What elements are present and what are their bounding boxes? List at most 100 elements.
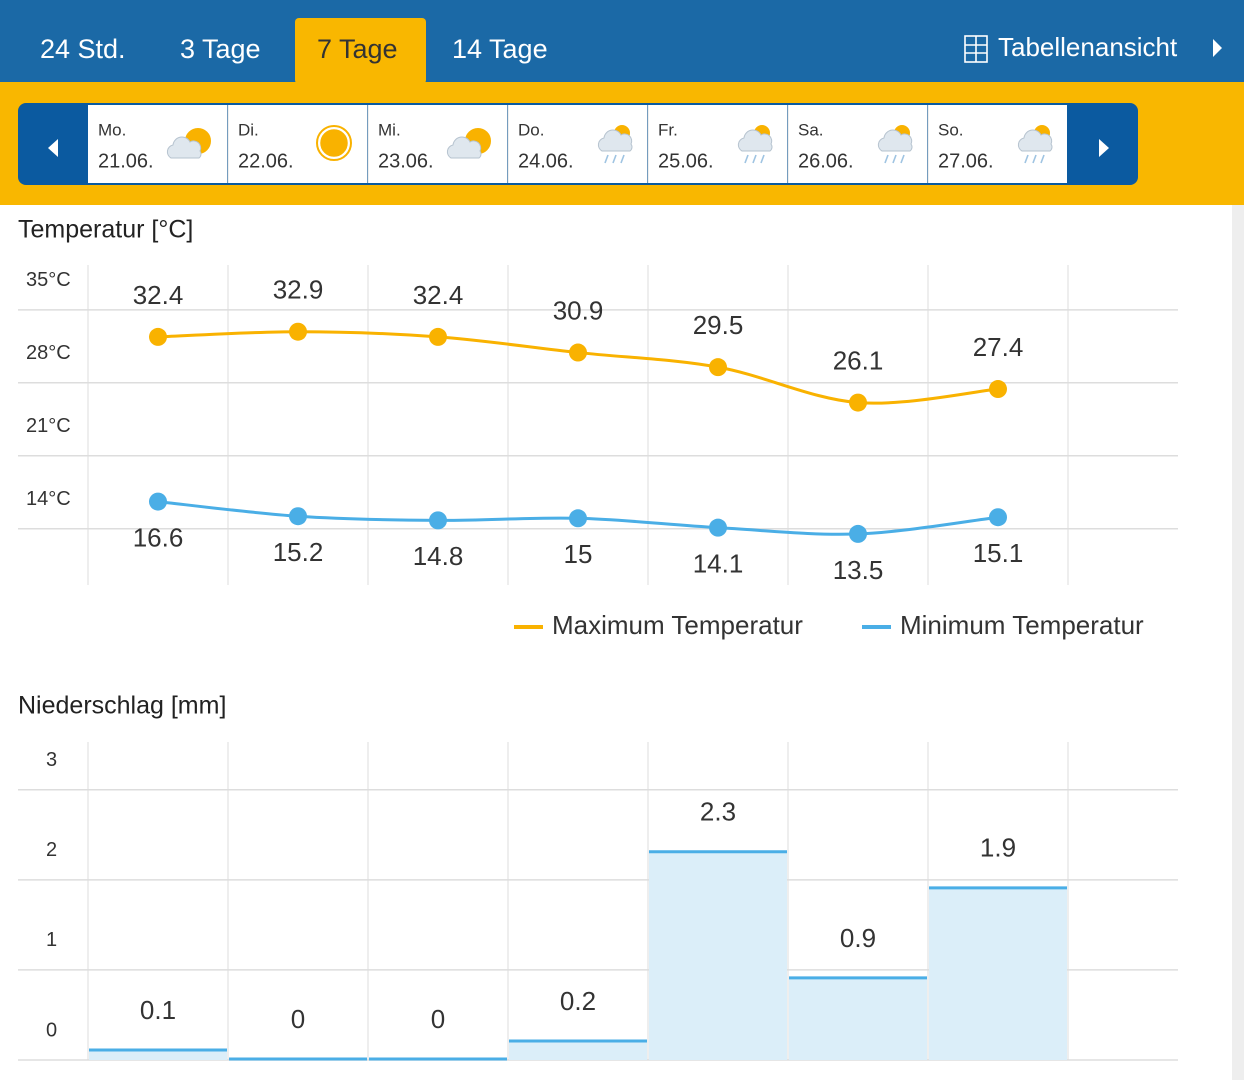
cloud [446,136,482,159]
table-view-link[interactable]: Tabellenansicht [998,32,1178,62]
weather-icon [446,126,493,159]
data-label: 0.9 [840,923,876,953]
point [849,393,867,412]
sun-ring [316,125,352,161]
cloud [1017,129,1053,152]
weather-icon [737,123,773,164]
date: 27.06. [938,150,994,172]
rain-drop [604,154,609,164]
data-label: 13.5 [833,555,884,585]
cloud [737,129,773,152]
table-view-icon [964,35,988,63]
point [429,327,447,346]
next-button[interactable] [1099,139,1109,157]
data-label: 32.9 [273,275,324,305]
data-label: 15.2 [273,537,324,567]
weekday: Di. [238,120,259,139]
weather-icon [316,125,352,161]
data-label: 1.9 [980,833,1016,863]
data-label: 14.1 [693,549,744,579]
chart-title: Temperatur [°C] [18,216,193,244]
rain-drop [744,154,749,164]
cloud [597,129,633,152]
data-label: 15 [564,539,593,569]
data-label: 26.1 [833,345,884,375]
bar [509,1041,647,1060]
sun [317,126,351,160]
bar [89,1050,227,1060]
data-label: 30.9 [553,295,604,325]
y-tick-label: 1 [46,929,57,951]
date: 22.06. [238,150,294,172]
data-label: 32.4 [413,280,464,310]
data-label: 2.3 [700,797,736,827]
weekday: Fr. [658,120,678,139]
rain-drop [892,154,897,164]
point [709,518,727,537]
point [709,358,727,377]
table-view-arrow[interactable] [1213,39,1222,57]
weekday: Mi. [378,120,401,139]
y-tick-label: 14°C [26,488,71,510]
data-label: 0 [431,1004,445,1034]
date: 23.06. [378,150,434,172]
bar [929,888,1067,1060]
point [149,327,167,346]
point [289,507,307,526]
tab[interactable]: 24 Std. [40,34,126,64]
y-tick-label: 21°C [26,415,71,437]
data-label: 16.6 [133,522,184,552]
weekday: Do. [518,120,544,139]
weekday: Mo. [98,120,126,139]
date: 25.06. [658,150,714,172]
legend-label: Maximum Temperatur [552,610,803,640]
tab[interactable]: 3 Tage [180,34,261,64]
legend-label: Minimum Temperatur [900,610,1144,640]
rain-drop [884,154,889,164]
y-tick-label: 3 [46,749,57,771]
active-tab [295,18,426,84]
y-tick-label: 0 [46,1019,57,1041]
chart-title: Niederschlag [mm] [18,692,226,720]
y-tick-label: 28°C [26,342,71,364]
bar [649,852,787,1060]
point [429,511,447,530]
date: 26.06. [798,150,854,172]
data-label: 0.2 [560,986,596,1016]
rain-drop [900,154,905,164]
weather-icon [166,126,213,159]
rain-drop [752,154,757,164]
scrollbar [1232,205,1244,1080]
bar [789,978,927,1060]
point [849,524,867,543]
data-label: 0.1 [140,995,176,1025]
data-label: 15.1 [973,538,1024,568]
date: 21.06. [98,150,154,172]
weather-icon [597,123,633,164]
cloud [166,136,202,159]
prev-button[interactable] [48,139,58,157]
point [569,343,587,362]
data-label: 27.4 [973,332,1024,362]
tab-bar [0,0,1244,82]
cloud [877,129,913,152]
rain-drop [612,154,617,164]
weather-icon [1017,123,1053,164]
point [289,322,307,341]
data-label: 32.4 [133,280,184,310]
tab[interactable]: 7 Tage [317,34,398,64]
point [569,509,587,528]
data-label: 29.5 [693,310,744,340]
y-tick-label: 35°C [26,269,71,291]
data-label: 0 [291,1004,305,1034]
point [989,380,1007,399]
rain-drop [1032,154,1037,164]
weekday: Sa. [798,120,824,139]
weather-icon [877,123,913,164]
tab[interactable]: 14 Tage [452,34,548,64]
rain-drop [1024,154,1029,164]
data-label: 14.8 [413,541,464,571]
y-tick-label: 2 [46,839,57,861]
